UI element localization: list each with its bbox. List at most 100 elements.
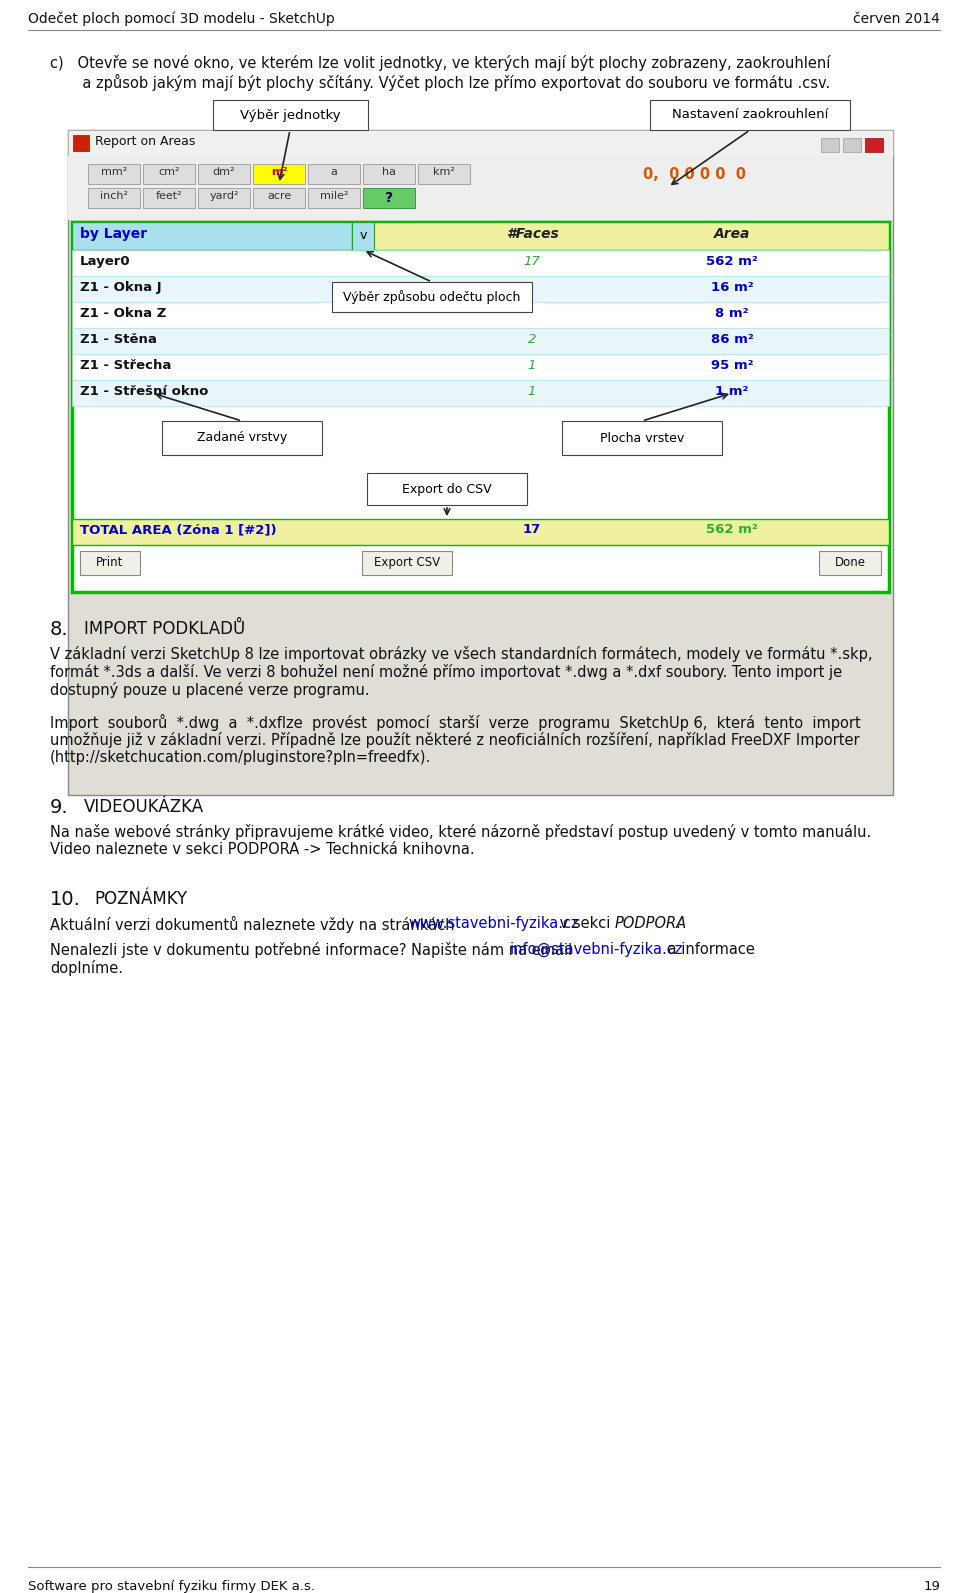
Text: cm²: cm² xyxy=(158,167,180,177)
Text: .: . xyxy=(675,916,680,930)
Bar xyxy=(367,473,527,505)
Text: c)   Otevře se nové okno, ve kterém lze volit jednotky, ve kterých mají být ploc: c) Otevře se nové okno, ve kterém lze vo… xyxy=(50,56,830,72)
Text: Odečet ploch pomocí 3D modelu - SketchUp: Odečet ploch pomocí 3D modelu - SketchUp xyxy=(28,13,335,27)
Bar xyxy=(198,188,250,209)
Text: dostupný pouze u placené verze programu.: dostupný pouze u placené verze programu. xyxy=(50,682,370,698)
Bar xyxy=(68,156,893,220)
Text: 16 m²: 16 m² xyxy=(710,280,754,295)
Bar xyxy=(72,303,889,328)
Text: v sekci: v sekci xyxy=(555,916,615,930)
Bar xyxy=(72,276,889,303)
Text: mm²: mm² xyxy=(101,167,127,177)
Text: umožňuje již v základní verzi. Případně lze použít některé z neoficiálních rozší: umožňuje již v základní verzi. Případně … xyxy=(50,733,859,749)
Text: mile²: mile² xyxy=(320,191,348,201)
Bar xyxy=(162,421,322,456)
Bar xyxy=(308,164,360,185)
Bar xyxy=(72,221,352,250)
Text: Done: Done xyxy=(834,556,866,569)
Text: Export CSV: Export CSV xyxy=(374,556,440,569)
Bar xyxy=(68,131,893,156)
Bar xyxy=(72,381,889,406)
Text: m²: m² xyxy=(271,167,287,177)
Bar xyxy=(212,100,368,131)
Text: yard²: yard² xyxy=(209,191,239,201)
Text: Výběr jednotky: Výběr jednotky xyxy=(240,108,340,121)
Text: 10.: 10. xyxy=(50,890,81,910)
Bar xyxy=(88,188,140,209)
Text: V základní verzi SketchUp 8 lze importovat obrázky ve všech standardních formáte: V základní verzi SketchUp 8 lze importov… xyxy=(50,647,873,663)
Bar xyxy=(72,354,889,381)
Text: Plocha vrstev: Plocha vrstev xyxy=(600,432,684,444)
Bar xyxy=(650,100,850,131)
Text: Layer0: Layer0 xyxy=(80,255,131,268)
Text: VIDEOUKÁZKA: VIDEOUKÁZKA xyxy=(84,798,204,816)
Text: Aktuální verzi dokumentů naleznete vždy na stránkách: Aktuální verzi dokumentů naleznete vždy … xyxy=(50,916,459,933)
Bar xyxy=(143,188,195,209)
Text: Print: Print xyxy=(96,556,124,569)
Text: Nastavení zaokrouhlení: Nastavení zaokrouhlení xyxy=(672,108,828,121)
Text: 1: 1 xyxy=(528,358,537,373)
Text: TOTAL AREA (Zóna 1 [#2]): TOTAL AREA (Zóna 1 [#2]) xyxy=(80,523,276,535)
Bar xyxy=(865,139,883,151)
Bar xyxy=(363,164,415,185)
Text: formát *.3ds a další. Ve verzi 8 bohužel není možné přímo importovat *.dwg a *.d: formát *.3ds a další. Ve verzi 8 bohužel… xyxy=(50,664,842,680)
Text: (http://sketchucation.com/pluginstore?pln=freedfx).: (http://sketchucation.com/pluginstore?pl… xyxy=(50,750,431,765)
Text: Z1 - Střešní okno: Z1 - Střešní okno xyxy=(80,386,208,398)
Bar xyxy=(73,135,89,151)
Bar xyxy=(72,221,889,593)
Text: feet²: feet² xyxy=(156,191,182,201)
Text: 0,  0 0 0 0  0: 0, 0 0 0 0 0 xyxy=(643,167,746,182)
Bar xyxy=(88,164,140,185)
Bar xyxy=(68,131,893,795)
Text: v: v xyxy=(359,229,367,242)
Bar xyxy=(72,221,889,250)
Text: inch²: inch² xyxy=(100,191,128,201)
Bar xyxy=(363,188,415,209)
Text: 2: 2 xyxy=(528,333,537,346)
Text: Z1 - Stěna: Z1 - Stěna xyxy=(80,333,156,346)
Text: doplníme.: doplníme. xyxy=(50,961,123,977)
Text: Výběr způsobu odečtu ploch: Výběr způsobu odečtu ploch xyxy=(344,290,520,304)
Text: 95 m²: 95 m² xyxy=(710,358,754,373)
Text: a informace: a informace xyxy=(663,941,755,957)
Text: červen 2014: červen 2014 xyxy=(853,13,940,25)
Text: a způsob jakým mají být plochy sčítány. Výčet ploch lze přímo exportovat do soub: a způsob jakým mají být plochy sčítány. … xyxy=(50,73,830,91)
Text: ?: ? xyxy=(385,191,393,205)
Text: a: a xyxy=(330,167,337,177)
Bar xyxy=(143,164,195,185)
Text: 86 m²: 86 m² xyxy=(710,333,754,346)
Bar xyxy=(308,188,360,209)
Text: Report on Areas: Report on Areas xyxy=(95,135,196,148)
Text: Nenalezli jste v dokumentu potřebné informace? Napište nám na email: Nenalezli jste v dokumentu potřebné info… xyxy=(50,941,577,957)
Text: Import  souborů  *.dwg  a  *.dxfIze  provést  pomocí  starší  verze  programu  S: Import souborů *.dwg a *.dxfIze provést … xyxy=(50,714,861,731)
Text: 562 m²: 562 m² xyxy=(707,255,757,268)
Bar xyxy=(362,551,452,575)
Text: Export do CSV: Export do CSV xyxy=(402,483,492,495)
Text: 8 m²: 8 m² xyxy=(715,307,749,320)
Text: Na naše webové stránky připravujeme krátké video, které názorně představí postup: Na naše webové stránky připravujeme krát… xyxy=(50,824,872,840)
Bar xyxy=(80,551,140,575)
Bar xyxy=(198,164,250,185)
Bar xyxy=(72,519,889,545)
Text: IMPORT PODKLADŮ: IMPORT PODKLADŮ xyxy=(84,620,245,639)
Text: ha: ha xyxy=(382,167,396,177)
Text: Z1 - Okna Z: Z1 - Okna Z xyxy=(80,307,166,320)
Text: 9.: 9. xyxy=(50,798,68,817)
Text: 1: 1 xyxy=(528,386,537,398)
Text: 17: 17 xyxy=(523,523,541,535)
Bar xyxy=(821,139,839,151)
Text: Software pro stavební fyziku firmy DEK a.s.: Software pro stavební fyziku firmy DEK a… xyxy=(28,1580,315,1593)
Text: Z1 - Střecha: Z1 - Střecha xyxy=(80,358,172,373)
Bar xyxy=(352,221,374,250)
Text: PODPORA: PODPORA xyxy=(615,916,687,930)
Bar xyxy=(819,551,881,575)
Bar xyxy=(253,188,305,209)
Text: 17: 17 xyxy=(523,255,540,268)
Text: 562 m²: 562 m² xyxy=(707,523,757,535)
Bar xyxy=(72,328,889,354)
Bar xyxy=(72,250,889,276)
Text: Video naleznete v sekci PODPORA -> Technická knihovna.: Video naleznete v sekci PODPORA -> Techn… xyxy=(50,843,474,857)
Bar xyxy=(253,164,305,185)
Text: dm²: dm² xyxy=(213,167,235,177)
Bar xyxy=(332,282,532,312)
